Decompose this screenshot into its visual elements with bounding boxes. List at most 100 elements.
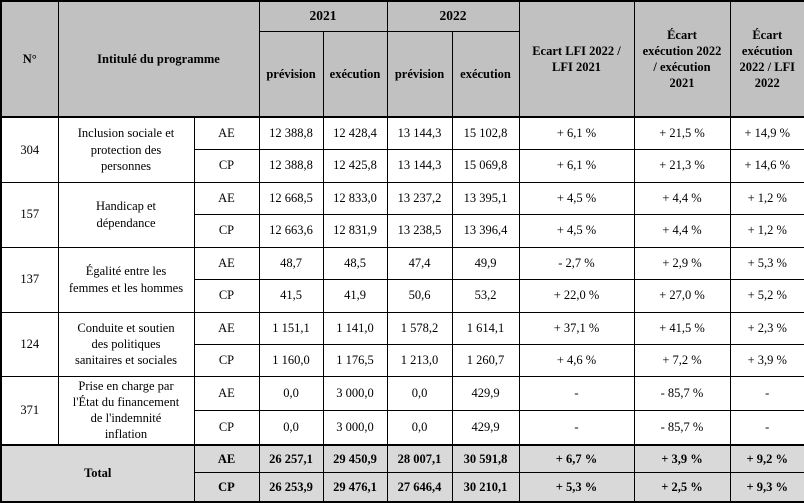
execution-2021-cell: 12 428,4 bbox=[322, 116, 388, 150]
total-label: Total bbox=[0, 443, 195, 502]
table-row-124-ae: 124 Conduite et soutien des politiques s… bbox=[0, 311, 804, 377]
program-name: Handicap et dépendance bbox=[57, 181, 195, 248]
col-header-prevision-2022: prévision bbox=[386, 30, 453, 118]
unit-label-ae: AE bbox=[193, 375, 260, 411]
execution-2021-cell: 3 000,0 bbox=[322, 375, 388, 411]
execution-2022-cell: 53,2 bbox=[451, 278, 520, 313]
prevision-2021-cell: 12 663,6 bbox=[258, 213, 324, 248]
prevision-2022-cell: 28 007,1 bbox=[386, 443, 453, 473]
prevision-2022-cell: 47,4 bbox=[386, 246, 453, 280]
prevision-2021-cell: 12 388,8 bbox=[258, 116, 324, 150]
ecart-execution-cell: + 2,9 % bbox=[633, 246, 731, 280]
execution-2021-cell: 48,5 bbox=[322, 246, 388, 280]
program-name: Égalité entre les femmes et les hommes bbox=[57, 246, 195, 313]
execution-2022-cell: 49,9 bbox=[451, 246, 520, 280]
unit-label-cp: CP bbox=[193, 278, 260, 313]
ecart-execution-cell: + 2,5 % bbox=[633, 472, 731, 502]
ecart-lfi-cell: + 4,5 % bbox=[518, 213, 635, 248]
unit-label-ae: AE bbox=[193, 181, 260, 215]
col-header-execution-2021: exécution bbox=[322, 30, 388, 118]
col-header-2021: 2021 bbox=[258, 0, 388, 32]
col-header-prevision-2021: prévision bbox=[258, 30, 324, 118]
execution-2021-cell: 29 476,1 bbox=[322, 472, 388, 502]
unit-label-cp: CP bbox=[193, 148, 260, 183]
ecart-execution-cell: + 21,3 % bbox=[633, 148, 731, 183]
execution-2021-cell: 3 000,0 bbox=[322, 409, 388, 446]
ecart-lfi-cell: + 4,5 % bbox=[518, 181, 635, 215]
execution-2022-cell: 30 210,1 bbox=[451, 472, 520, 502]
prevision-2021-cell: 0,0 bbox=[258, 409, 324, 446]
ecart-execution-lfi-cell: - bbox=[729, 375, 804, 411]
unit-label-ae: AE bbox=[193, 311, 260, 345]
ecart-lfi-cell: + 4,6 % bbox=[518, 343, 635, 377]
unit-label-cp: CP bbox=[193, 472, 260, 502]
execution-2022-cell: 1 614,1 bbox=[451, 311, 520, 345]
prevision-2021-cell: 41,5 bbox=[258, 278, 324, 313]
table-row-157-ae: 157 Handicap et dépendance AE 12 668,5 1… bbox=[0, 181, 804, 248]
execution-2022-cell: 13 395,1 bbox=[451, 181, 520, 215]
unit-label-cp: CP bbox=[193, 213, 260, 248]
execution-2021-cell: 12 425,8 bbox=[322, 148, 388, 183]
ecart-lfi-cell: - bbox=[518, 375, 635, 411]
program-number: 371 bbox=[0, 375, 59, 445]
col-header-num: N° bbox=[0, 0, 59, 118]
prevision-2021-cell: 12 668,5 bbox=[258, 181, 324, 215]
program-number: 137 bbox=[0, 246, 59, 313]
execution-2021-cell: 41,9 bbox=[322, 278, 388, 313]
ecart-execution-cell: + 41,5 % bbox=[633, 311, 731, 345]
ecart-execution-cell: - 85,7 % bbox=[633, 375, 731, 411]
prevision-2021-cell: 26 253,9 bbox=[258, 472, 324, 502]
execution-2022-cell: 429,9 bbox=[451, 409, 520, 446]
ecart-lfi-cell: + 6,1 % bbox=[518, 148, 635, 183]
ecart-lfi-cell: + 37,1 % bbox=[518, 311, 635, 345]
prevision-2021-cell: 48,7 bbox=[258, 246, 324, 280]
ecart-execution-lfi-cell: + 5,2 % bbox=[729, 278, 804, 313]
unit-label-ae: AE bbox=[193, 116, 260, 150]
execution-2021-cell: 29 450,9 bbox=[322, 443, 388, 473]
header-row-subcolumns: prévision exécution prévision exécution bbox=[1, 30, 804, 118]
table-row-371-cp: CP 0,0 3 000,0 0,0 429,9 - - 85,7 % - bbox=[1, 409, 804, 446]
ecart-lfi-cell: - bbox=[518, 409, 635, 446]
execution-2022-cell: 30 591,8 bbox=[451, 443, 520, 473]
prevision-2022-cell: 27 646,4 bbox=[386, 472, 453, 502]
program-number: 157 bbox=[0, 181, 59, 248]
prevision-2022-cell: 13 237,2 bbox=[386, 181, 453, 215]
ecart-lfi-cell: + 6,7 % bbox=[518, 443, 635, 473]
prevision-2021-cell: 0,0 bbox=[258, 375, 324, 411]
ecart-execution-lfi-cell: + 14,9 % bbox=[729, 116, 804, 150]
execution-2022-cell: 1 260,7 bbox=[451, 343, 520, 377]
table-row-157-cp: CP 12 663,6 12 831,9 13 238,5 13 396,4 +… bbox=[1, 213, 804, 248]
prevision-2021-cell: 1 160,0 bbox=[258, 343, 324, 377]
table-row-124-cp: CP 1 160,0 1 176,5 1 213,0 1 260,7 + 4,6… bbox=[1, 343, 804, 377]
table-row-304-cp: CP 12 388,8 12 425,8 13 144,3 15 069,8 +… bbox=[1, 148, 804, 183]
prevision-2022-cell: 1 578,2 bbox=[386, 311, 453, 345]
col-header-ecart-lfi: Ecart LFI 2022 / LFI 2021 bbox=[518, 0, 635, 118]
prevision-2021-cell: 1 151,1 bbox=[258, 311, 324, 345]
program-name: Inclusion sociale et protection des pers… bbox=[57, 116, 195, 183]
prevision-2022-cell: 13 144,3 bbox=[386, 148, 453, 183]
ecart-execution-lfi-cell: + 1,2 % bbox=[729, 181, 804, 215]
unit-label-ae: AE bbox=[193, 443, 260, 473]
col-header-execution-2022: exécution bbox=[451, 30, 520, 118]
execution-2022-cell: 15 102,8 bbox=[451, 116, 520, 150]
execution-2022-cell: 429,9 bbox=[451, 375, 520, 411]
prevision-2022-cell: 13 144,3 bbox=[386, 116, 453, 150]
execution-2021-cell: 12 831,9 bbox=[322, 213, 388, 248]
program-number: 304 bbox=[0, 116, 59, 183]
prevision-2021-cell: 26 257,1 bbox=[258, 443, 324, 473]
execution-2021-cell: 1 141,0 bbox=[322, 311, 388, 345]
ecart-execution-cell: + 7,2 % bbox=[633, 343, 731, 377]
col-header-ecart-execution-lfi: Écart exécution 2022 / LFI 2022 bbox=[729, 0, 804, 118]
ecart-execution-lfi-cell: + 9,2 % bbox=[729, 443, 804, 473]
program-name: Prise en charge par l'État du financemen… bbox=[57, 375, 195, 445]
col-header-ecart-execution: Écart exécution 2022 / exécution 2021 bbox=[633, 0, 731, 118]
col-header-2022: 2022 bbox=[386, 0, 520, 32]
ecart-lfi-cell: + 6,1 % bbox=[518, 116, 635, 150]
program-number: 124 bbox=[0, 311, 59, 377]
ecart-lfi-cell: + 22,0 % bbox=[518, 278, 635, 313]
table-row-137-ae: 137 Égalité entre les femmes et les homm… bbox=[0, 246, 804, 313]
unit-label-cp: CP bbox=[193, 343, 260, 377]
execution-2022-cell: 13 396,4 bbox=[451, 213, 520, 248]
ecart-execution-cell: + 3,9 % bbox=[633, 443, 731, 473]
ecart-execution-cell: + 21,5 % bbox=[633, 116, 731, 150]
